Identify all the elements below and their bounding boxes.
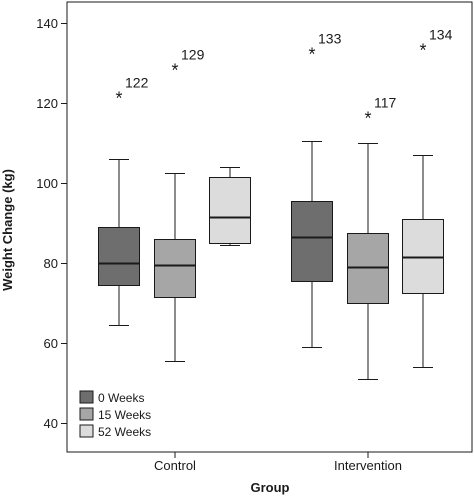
legend-label: 0 Weeks: [98, 391, 144, 405]
y-axis-title: Weight Change (kg): [0, 169, 15, 291]
outlier-label: 133: [318, 31, 342, 47]
outlier-marker: *: [419, 41, 426, 61]
y-tick-label: 120: [36, 96, 58, 111]
outlier-marker: *: [115, 89, 122, 109]
x-tick-label: Control: [154, 458, 196, 473]
y-tick-label: 40: [44, 416, 58, 431]
box-intervention-0-weeks: [291, 141, 333, 348]
y-tick-label: 60: [44, 336, 58, 351]
legend-label: 52 Weeks: [98, 425, 151, 439]
outlier-marker: *: [171, 61, 178, 81]
outliers: *122*129 *133*117*134: [115, 27, 452, 129]
y-tick-label: 140: [36, 16, 58, 31]
iqr-box: [291, 201, 333, 282]
box-intervention-52-weeks: [402, 155, 444, 368]
legend-label: 15 Weeks: [98, 408, 151, 422]
box-control-15-weeks: [154, 173, 196, 362]
legend: 0 Weeks 15 Weeks 52 Weeks: [79, 390, 151, 439]
y-tick-label: 80: [44, 256, 58, 271]
plot-frame: [66, 1, 473, 453]
axes: 40 60 80 100 120 140 Control Intervention: [36, 1, 473, 473]
box-control-0-weeks: [98, 159, 140, 326]
legend-swatch: [79, 424, 94, 438]
boxes: [98, 141, 444, 380]
iqr-box: [98, 227, 140, 286]
y-tick-label: 100: [36, 176, 58, 191]
box-intervention-15-weeks: [347, 143, 389, 380]
outlier-marker: *: [308, 45, 315, 65]
x-tick-label: Intervention: [334, 458, 402, 473]
x-axis-title: Group: [251, 480, 290, 495]
legend-swatch: [79, 407, 94, 421]
outlier-label: 134: [429, 27, 453, 43]
outlier-marker: *: [364, 109, 371, 129]
iqr-box: [209, 177, 251, 244]
iqr-box: [154, 239, 196, 298]
legend-swatch: [79, 390, 94, 404]
box-control-52-weeks: [209, 167, 251, 246]
outlier-label: 129: [181, 47, 205, 63]
outlier-label: 122: [125, 75, 149, 91]
outlier-label: 117: [374, 95, 397, 111]
